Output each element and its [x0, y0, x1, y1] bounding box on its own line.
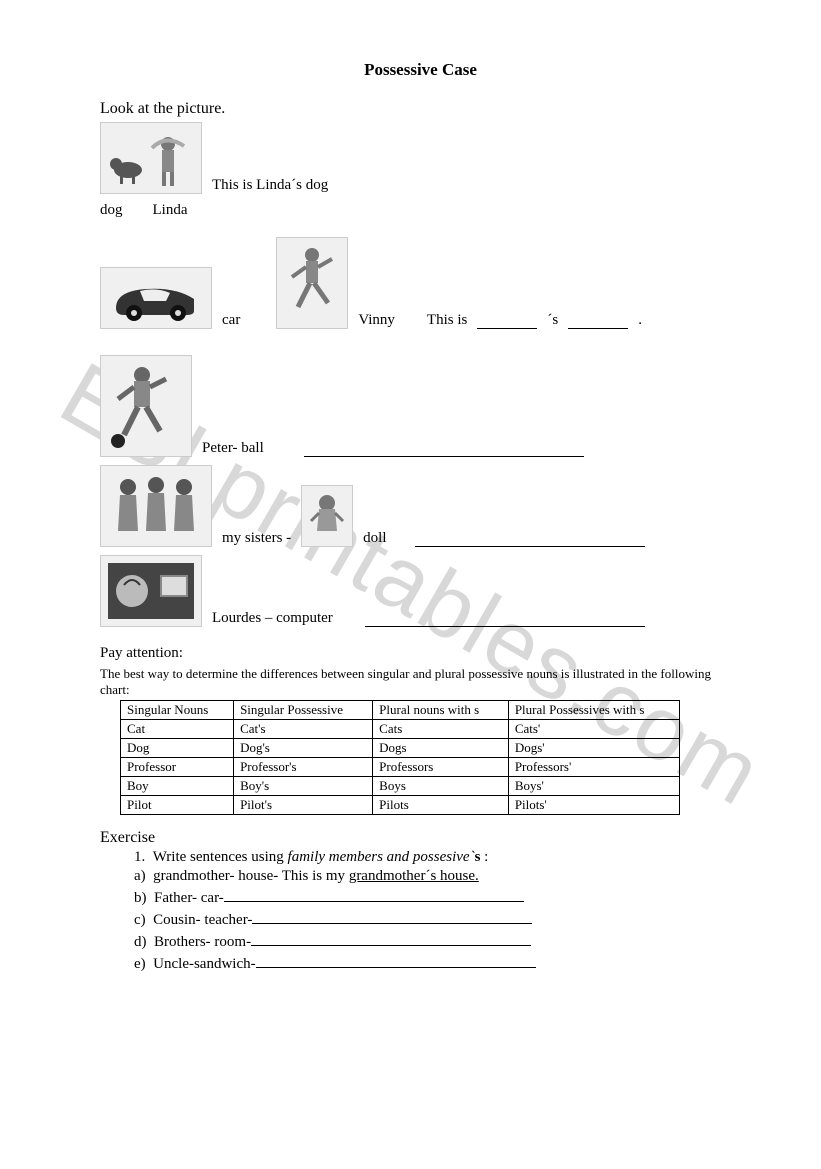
table-row: Pilot Pilot's Pilots Pilots': [121, 796, 680, 815]
example-4: my sisters - doll: [100, 465, 741, 547]
exercise-instruction: 1. Write sentences using family members …: [134, 849, 741, 866]
table-row: Boy Boy's Boys Boys': [121, 777, 680, 796]
item-b-text: Father- car-: [154, 890, 224, 906]
cell: Pilot: [121, 796, 234, 815]
table-row: Professor Professor's Professors Profess…: [121, 758, 680, 777]
example-5: Lourdes – computer: [100, 555, 741, 627]
instr-post: :: [480, 849, 488, 865]
label-car: car: [222, 312, 240, 329]
cell: Professor's: [234, 758, 373, 777]
cell: Professors': [508, 758, 679, 777]
table-row: Dog Dog's Dogs Dogs': [121, 739, 680, 758]
exercise-item-b: b) Father- car-: [134, 887, 741, 907]
cell: Boys': [508, 777, 679, 796]
exercise-item-c: c) Cousin- teacher-: [134, 909, 741, 929]
cell: Boy's: [234, 777, 373, 796]
cell: Pilots': [508, 796, 679, 815]
cell: Pilot's: [234, 796, 373, 815]
instr-italic: family members and possesive`: [288, 849, 475, 865]
example-2: car Vinny This is ´s .: [100, 237, 741, 329]
cell: Cat's: [234, 720, 373, 739]
ex4-blank[interactable]: [415, 532, 645, 547]
cell: Dogs': [508, 739, 679, 758]
label-linda: Linda: [153, 202, 188, 218]
cell: Dog: [121, 739, 234, 758]
item-d-blank[interactable]: [251, 931, 531, 946]
table-header-row: Singular Nouns Singular Possessive Plura…: [121, 701, 680, 720]
cell: Cats': [508, 720, 679, 739]
ex2-suffix: .: [638, 312, 642, 329]
th-singular-poss: Singular Possessive: [234, 701, 373, 720]
item-d-text: Brothers- room-: [154, 934, 251, 950]
image-dog-linda: [100, 122, 202, 194]
item-e-text: Uncle-sandwich-: [153, 956, 255, 972]
cell: Cats: [373, 720, 509, 739]
cell: Boys: [373, 777, 509, 796]
image-lourdes: [100, 555, 202, 627]
possessive-table: Singular Nouns Singular Possessive Plura…: [120, 700, 680, 815]
table-row: Cat Cat's Cats Cats': [121, 720, 680, 739]
item-e-blank[interactable]: [256, 953, 536, 968]
th-plural-poss: Plural Possessives with s: [508, 701, 679, 720]
ex2-mid: ´s: [547, 312, 558, 329]
ex2-blank-1[interactable]: [477, 314, 537, 329]
exercise-item-d: d) Brothers- room-: [134, 931, 741, 951]
chart-note: The best way to determine the difference…: [100, 666, 741, 698]
item-c-text: Cousin- teacher-: [153, 912, 252, 928]
image-car: [100, 267, 212, 329]
exercise-heading: Exercise: [100, 829, 741, 847]
example-3: Peter- ball: [100, 355, 741, 457]
cell: Boy: [121, 777, 234, 796]
th-plural: Plural nouns with s: [373, 701, 509, 720]
image-peter: [100, 355, 192, 457]
item-c-blank[interactable]: [252, 909, 532, 924]
ex2-blank-2[interactable]: [568, 314, 628, 329]
label-vinny: Vinny: [358, 312, 395, 329]
pay-attention-label: Pay attention:: [100, 645, 741, 662]
instr-pre: Write sentences using: [153, 849, 288, 865]
cell: Cat: [121, 720, 234, 739]
item-a-pre: grandmother- house- This is my: [153, 868, 349, 884]
cell: Pilots: [373, 796, 509, 815]
worksheet-page: Possessive Case Look at the picture. Thi…: [0, 0, 821, 1015]
ex2-prefix: This is: [427, 312, 467, 329]
ex3-blank[interactable]: [304, 442, 584, 457]
image-doll: [301, 485, 353, 547]
th-singular: Singular Nouns: [121, 701, 234, 720]
cell: Professor: [121, 758, 234, 777]
label-peter-ball: Peter- ball: [202, 440, 264, 457]
label-dog: dog: [100, 202, 123, 218]
example-1-sentence: This is Linda´s dog: [212, 177, 328, 194]
item-a-under: grandmother´s house.: [349, 868, 479, 884]
intro-text: Look at the picture.: [100, 100, 741, 118]
exercise-item-a: a) grandmother- house- This is my grandm…: [134, 868, 741, 885]
item-b-blank[interactable]: [224, 887, 524, 902]
ex5-blank[interactable]: [365, 612, 645, 627]
image-vinny: [276, 237, 348, 329]
label-lourdes: Lourdes – computer: [212, 610, 333, 627]
cell: Dog's: [234, 739, 373, 758]
label-sisters: my sisters -: [222, 530, 291, 547]
cell: Professors: [373, 758, 509, 777]
example-1: This is Linda´s dog dog Linda: [100, 122, 741, 219]
cell: Dogs: [373, 739, 509, 758]
label-doll: doll: [363, 530, 386, 547]
page-title: Possessive Case: [100, 60, 741, 80]
image-sisters: [100, 465, 212, 547]
exercise-item-e: e) Uncle-sandwich-: [134, 953, 741, 973]
